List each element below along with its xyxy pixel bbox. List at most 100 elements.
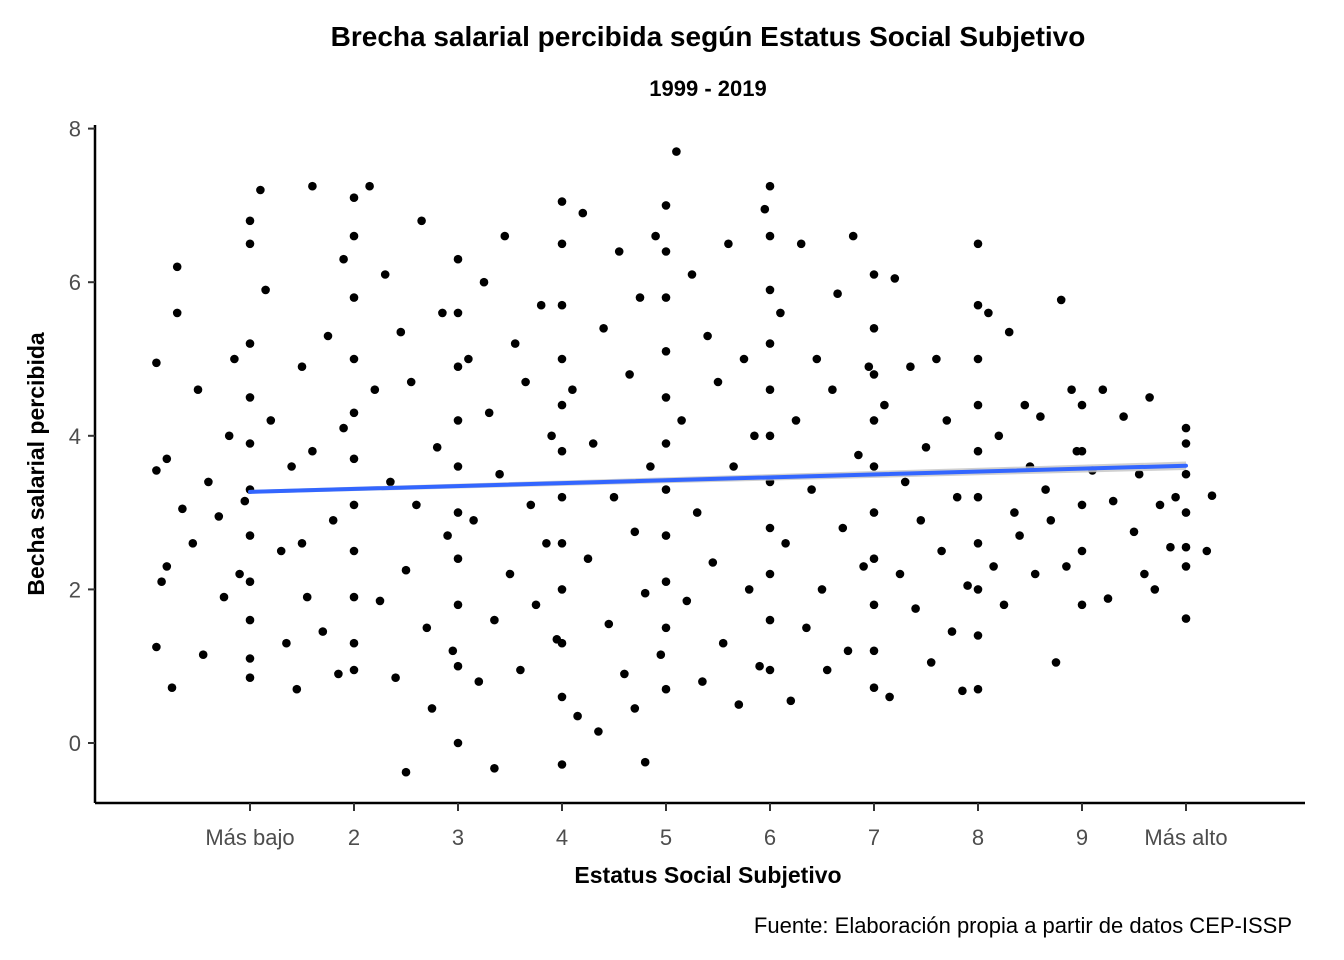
data-point	[1036, 412, 1045, 421]
data-point	[323, 331, 333, 341]
data-point	[906, 362, 915, 372]
x-axis-title: Estatus Social Subjetivo	[574, 862, 841, 888]
data-point	[921, 443, 931, 452]
data-point	[1207, 491, 1217, 501]
data-point	[510, 339, 520, 348]
data-point	[1062, 562, 1071, 571]
data-point	[453, 362, 463, 372]
data-point	[989, 562, 998, 571]
data-point	[349, 592, 359, 602]
data-point	[594, 727, 603, 736]
data-point	[864, 362, 874, 372]
data-point	[640, 588, 650, 598]
data-point	[349, 293, 359, 302]
data-point	[640, 757, 650, 767]
y-axis-ticks: 0 2 4 6 8	[69, 117, 95, 756]
data-point	[526, 500, 536, 510]
data-point	[843, 646, 853, 656]
data-point	[370, 385, 380, 395]
x-tick-label: Más alto	[1144, 825, 1227, 850]
data-point	[869, 646, 879, 656]
data-point	[765, 181, 775, 191]
data-point	[911, 604, 920, 613]
data-point	[812, 354, 822, 364]
data-point	[588, 439, 598, 448]
data-point	[245, 439, 255, 448]
data-point	[765, 285, 775, 295]
data-point	[1181, 469, 1191, 479]
data-point	[708, 558, 718, 567]
data-point	[245, 339, 255, 348]
data-point	[599, 324, 608, 333]
data-point	[578, 208, 588, 218]
data-point	[152, 466, 161, 475]
data-point	[1030, 569, 1040, 579]
data-point	[807, 485, 816, 494]
data-point	[1077, 400, 1087, 410]
data-point	[349, 408, 359, 418]
data-point	[1140, 569, 1149, 579]
data-point	[661, 623, 671, 633]
data-point	[1067, 385, 1076, 395]
data-point	[256, 185, 265, 195]
data-point	[172, 308, 182, 318]
x-tick-label: 4	[556, 825, 568, 850]
data-point	[1077, 546, 1087, 556]
data-point	[1056, 295, 1066, 305]
data-point	[973, 585, 983, 594]
data-point	[1098, 385, 1108, 395]
data-point	[672, 147, 681, 156]
data-point	[698, 677, 707, 686]
data-point	[718, 638, 728, 648]
data-point	[235, 569, 244, 579]
data-point	[448, 646, 458, 656]
data-point	[198, 650, 208, 659]
data-point	[349, 638, 359, 648]
data-point	[453, 508, 463, 517]
data-point	[765, 615, 775, 625]
data-point	[984, 308, 993, 318]
y-tick-label: 6	[69, 270, 81, 295]
data-point	[1041, 485, 1050, 494]
data-point	[1020, 400, 1030, 410]
data-point	[453, 554, 463, 563]
data-point	[973, 631, 983, 640]
x-tick-label: 8	[972, 825, 984, 850]
data-point	[963, 581, 972, 590]
data-point	[724, 239, 733, 249]
data-point	[682, 596, 692, 606]
data-point	[557, 446, 567, 456]
data-point	[167, 683, 177, 692]
data-point	[536, 300, 546, 310]
data-point	[869, 370, 879, 379]
data-point	[755, 661, 764, 671]
data-point	[308, 181, 317, 191]
data-point	[1181, 542, 1191, 552]
data-point	[744, 585, 754, 594]
data-point	[224, 431, 234, 441]
data-point	[380, 270, 390, 279]
y-axis-title: Becha salarial percibida	[23, 332, 49, 596]
data-point	[500, 231, 510, 241]
data-point	[661, 293, 671, 302]
data-point	[973, 492, 983, 502]
data-point	[854, 450, 863, 460]
x-tick-label: Más bajo	[205, 825, 294, 850]
data-point	[193, 385, 203, 395]
data-point	[557, 585, 567, 594]
data-point	[765, 339, 775, 348]
data-point	[188, 539, 198, 548]
data-point	[178, 504, 187, 514]
data-point	[869, 508, 879, 517]
data-point	[1010, 508, 1019, 517]
data-point	[406, 377, 416, 387]
data-point	[349, 546, 359, 556]
data-point	[245, 393, 255, 402]
data-point	[869, 462, 879, 471]
data-point	[760, 204, 770, 214]
data-point	[796, 239, 806, 249]
data-point	[869, 416, 879, 425]
data-point	[542, 539, 551, 548]
data-point	[869, 600, 879, 610]
